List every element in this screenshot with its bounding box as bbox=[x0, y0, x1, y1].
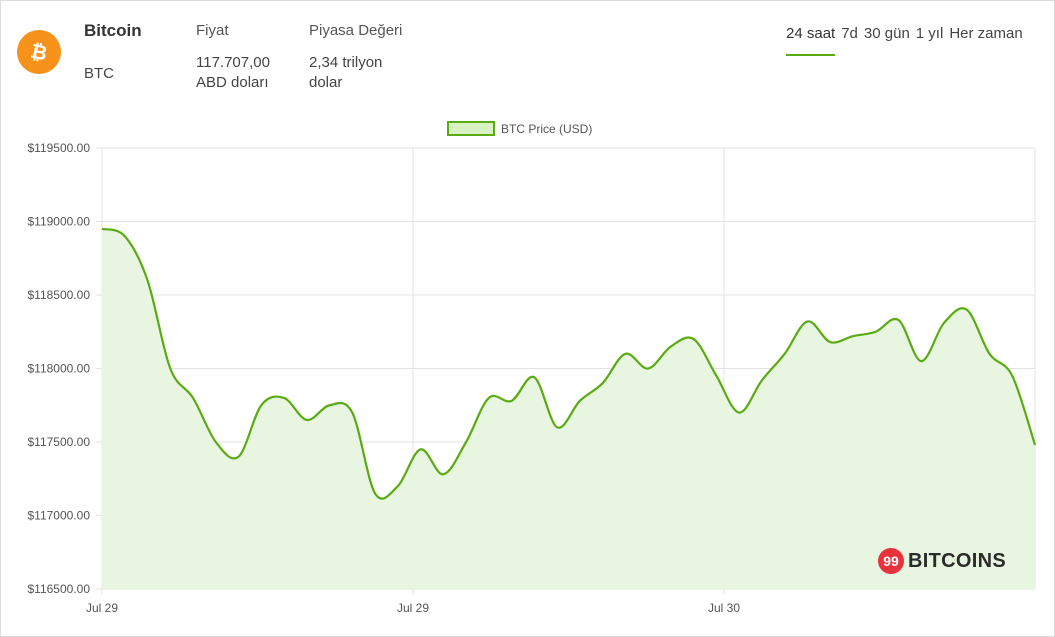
legend-swatch bbox=[447, 121, 495, 136]
x-tick-label: Jul 29 bbox=[86, 601, 118, 615]
market-cap-value: 2,34 trilyon dolar bbox=[309, 53, 382, 93]
tab-7d[interactable]: 7d bbox=[841, 25, 858, 42]
price-line bbox=[101, 227, 1037, 500]
tab-1y[interactable]: 1 yıl bbox=[915, 25, 944, 42]
time-range-tabs: 24 saat 7d 30 gün 1 yıl Her zaman bbox=[786, 25, 1029, 56]
coin-symbol: BTC bbox=[84, 65, 114, 82]
coin-name: Bitcoin bbox=[84, 21, 142, 40]
watermark-badge: 99 bbox=[878, 548, 904, 574]
price-value-amount: 117.707,00 bbox=[196, 54, 270, 71]
y-tick-label: $118500.00 bbox=[27, 288, 90, 302]
x-tick-label: Jul 30 bbox=[708, 601, 740, 615]
y-tick-label: $118000.00 bbox=[27, 362, 90, 376]
market-cap-amount: 2,34 trilyon bbox=[309, 54, 383, 71]
tab-24h[interactable]: 24 saat bbox=[786, 25, 836, 56]
tab-all-time[interactable]: Her zaman bbox=[949, 25, 1023, 42]
y-tick-label: $119500.00 bbox=[27, 141, 90, 155]
svg-text:₿: ₿ bbox=[29, 39, 50, 66]
price-value-currency: ABD doları bbox=[196, 74, 269, 91]
chart-legend[interactable]: BTC Price (USD) bbox=[447, 121, 592, 136]
watermark-text: BITCOINS bbox=[908, 549, 1006, 572]
legend-label: BTC Price (USD) bbox=[501, 121, 593, 136]
watermark-logo: 99 BITCOINS bbox=[878, 548, 1006, 574]
y-tick-label: $119000.00 bbox=[27, 215, 90, 229]
market-cap-label: Piyasa Değeri bbox=[309, 22, 403, 39]
market-cap-unit: dolar bbox=[309, 74, 343, 91]
bitcoin-glyph: ₿ bbox=[29, 39, 50, 66]
price-value: 117.707,00 ABD doları bbox=[196, 53, 270, 93]
y-tick-label: $117500.00 bbox=[27, 435, 90, 449]
bitcoin-icon: ₿ bbox=[17, 30, 61, 74]
tab-30d[interactable]: 30 gün bbox=[863, 25, 910, 42]
y-tick-label: $117000.00 bbox=[27, 509, 90, 523]
price-area-fill bbox=[102, 228, 1035, 589]
price-label: Fiyat bbox=[196, 22, 229, 39]
y-tick-label: $116500.00 bbox=[27, 582, 90, 596]
x-tick-label: Jul 29 bbox=[397, 601, 429, 615]
